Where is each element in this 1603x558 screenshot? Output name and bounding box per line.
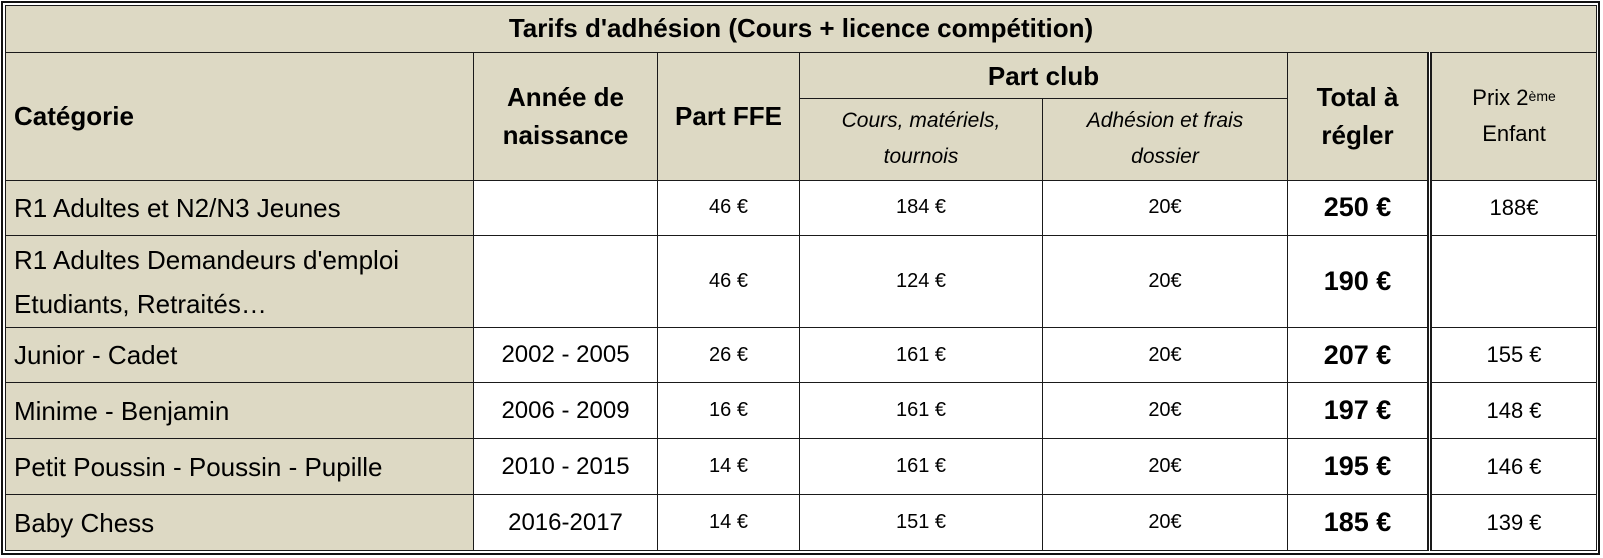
cell-annee: 2016-2017 (473, 494, 658, 551)
cell-adhesion: 20€ (1042, 382, 1288, 440)
cell-annee (473, 235, 658, 328)
cell-categorie-line2: Etudiants, Retraités… (14, 288, 267, 319)
table-row: R1 Adultes Demandeurs d'emploi Etudiants… (5, 235, 1598, 328)
cell-part-ffe: 14 € (657, 438, 800, 496)
cell-adhesion: 20€ (1042, 235, 1288, 328)
cell-cours: 161 € (799, 382, 1043, 440)
cell-categorie: R1 Adultes et N2/N3 Jeunes (5, 179, 474, 237)
cell-annee: 2006 - 2009 (473, 382, 658, 440)
header-prix-2eme-enfant: Prix 2ème Enfant (1426, 51, 1598, 181)
cell-categorie: R1 Adultes Demandeurs d'emploi Etudiants… (5, 235, 474, 328)
cell-categorie: Minime - Benjamin (5, 382, 474, 440)
cell-part-ffe: 46 € (657, 179, 800, 237)
pricing-table: Tarifs d'adhésion (Cours + licence compé… (4, 5, 1598, 551)
table-title: Tarifs d'adhésion (Cours + licence compé… (4, 5, 1598, 53)
cell-cours: 124 € (799, 235, 1043, 328)
cell-categorie-line1: R1 Adultes Demandeurs d'emploi (14, 244, 400, 275)
header-row-1: Catégorie Année de naissance Part FFE Pa… (5, 51, 1598, 181)
cell-adhesion: 20€ (1042, 438, 1288, 496)
cell-annee (473, 179, 658, 237)
cell-total: 190 € (1287, 235, 1430, 328)
cell-total: 250 € (1287, 179, 1430, 237)
cell-prix2: 146 € (1426, 438, 1598, 496)
cell-adhesion: 20€ (1042, 494, 1288, 551)
cell-total: 185 € (1287, 494, 1430, 551)
cell-cours: 151 € (799, 494, 1043, 551)
title-row: Tarifs d'adhésion (Cours + licence compé… (4, 5, 1598, 53)
header-row-2: Cours, matériels, tournois Adhésion et f… (6, 98, 1597, 181)
table-row: Baby Chess 2016-2017 14 € 151 € 20€ 185 … (5, 494, 1598, 551)
cell-total: 207 € (1287, 326, 1430, 384)
prix-superscript: ème (1528, 88, 1556, 105)
cell-prix2: 139 € (1426, 494, 1598, 551)
header-cours: Cours, matériels, tournois (799, 98, 1043, 181)
cell-prix2: 155 € (1426, 326, 1598, 384)
cell-cours: 161 € (799, 438, 1043, 496)
cell-part-ffe: 16 € (657, 382, 800, 440)
cell-prix2: 148 € (1426, 382, 1598, 440)
header-categorie: Catégorie (5, 51, 474, 181)
header-part-ffe: Part FFE (657, 51, 800, 181)
cell-categorie: Petit Poussin - Poussin - Pupille (5, 438, 474, 496)
cell-prix2: 188€ (1426, 179, 1598, 237)
cell-part-ffe: 14 € (657, 494, 800, 551)
table-row: Petit Poussin - Poussin - Pupille 2010 -… (5, 438, 1598, 496)
header-total: Total à régler (1287, 51, 1430, 181)
cell-cours: 161 € (799, 326, 1043, 384)
cell-part-ffe: 46 € (657, 235, 800, 328)
table-row: Junior - Cadet 2002 - 2005 26 € 161 € 20… (5, 326, 1598, 384)
cell-categorie: Junior - Cadet (5, 326, 474, 384)
cell-prix2 (1426, 235, 1598, 328)
cell-total: 195 € (1287, 438, 1430, 496)
cell-annee: 2010 - 2015 (473, 438, 658, 496)
header-part-club: Part club (799, 51, 1288, 100)
cell-adhesion: 20€ (1042, 326, 1288, 384)
cell-categorie: Baby Chess (5, 494, 474, 551)
prix-enfant-label: Enfant (1482, 121, 1546, 147)
table-row: Minime - Benjamin 2006 - 2009 16 € 161 €… (5, 382, 1598, 440)
cell-cours: 184 € (799, 179, 1043, 237)
cell-adhesion: 20€ (1042, 179, 1288, 237)
header-adhesion: Adhésion et frais dossier (1042, 98, 1288, 181)
cell-annee: 2002 - 2005 (473, 326, 658, 384)
cell-total: 197 € (1287, 382, 1430, 440)
prix-label: Prix 2 (1472, 85, 1529, 111)
header-annee: Année de naissance (473, 51, 658, 181)
cell-part-ffe: 26 € (657, 326, 800, 384)
table-row: R1 Adultes et N2/N3 Jeunes 46 € 184 € 20… (5, 179, 1598, 237)
